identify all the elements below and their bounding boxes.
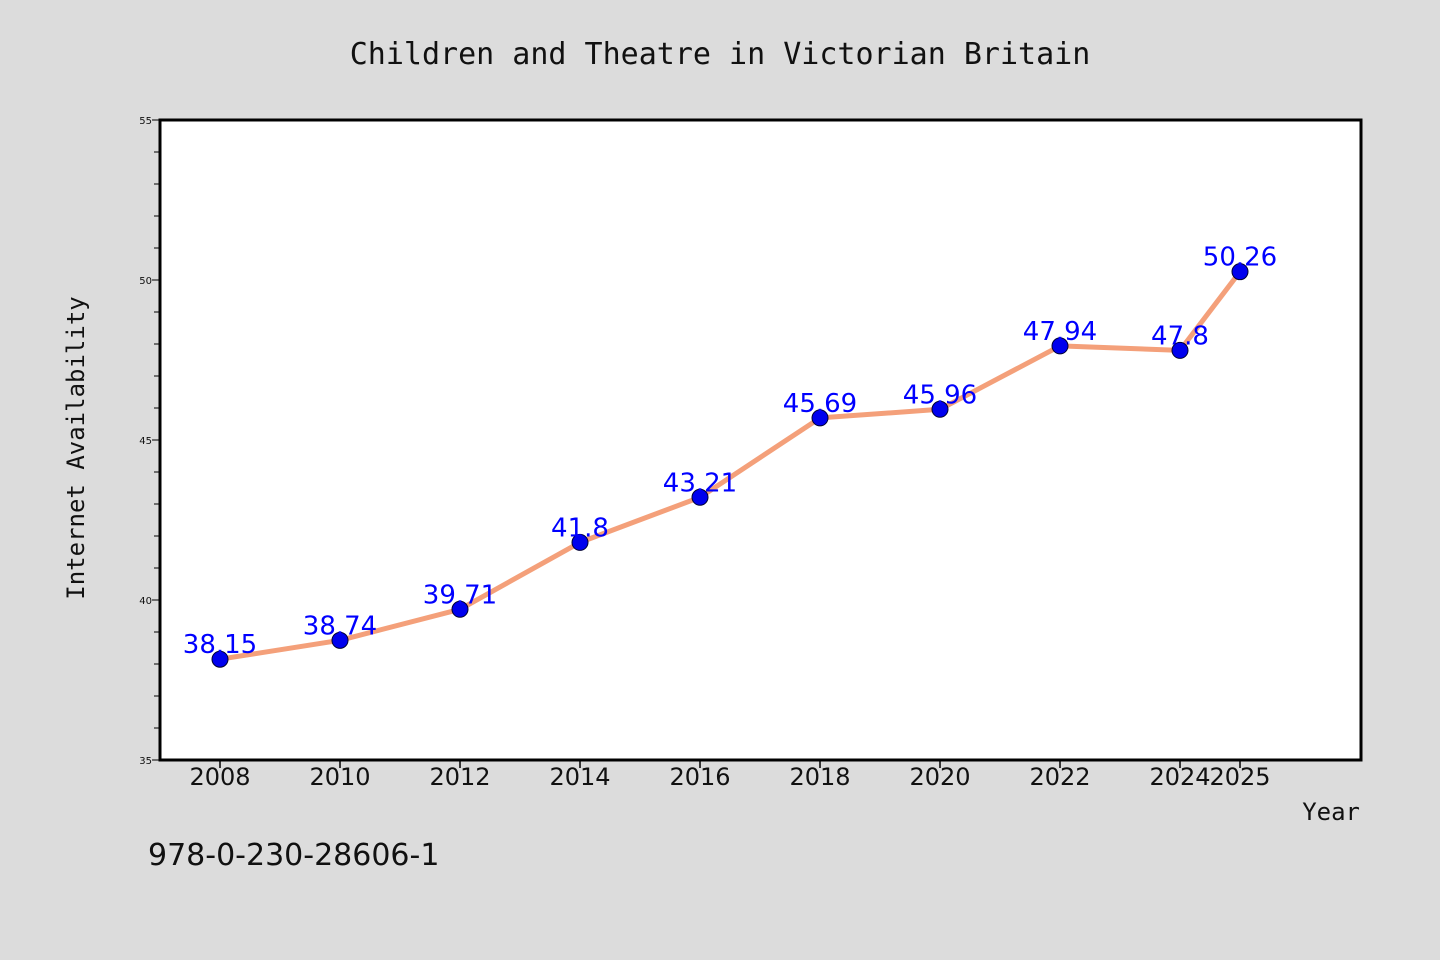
chart-title: Children and Theatre in Victorian Britai…	[350, 37, 1091, 72]
data-point	[331, 631, 349, 649]
x-tick-label: 2024	[1149, 763, 1210, 791]
y-axis-ticks: 35 40 45 50 55	[139, 116, 160, 767]
x-tick-label: 2022	[1029, 763, 1090, 791]
y-tick-label: 55	[139, 116, 152, 127]
data-label: 45.96	[903, 380, 977, 410]
x-axis-label: Year	[1302, 798, 1360, 826]
data-label: 47.8	[1151, 321, 1209, 351]
x-tick-label: 2016	[669, 763, 730, 791]
data-label: 43.21	[663, 468, 737, 498]
data-point	[811, 409, 829, 427]
x-tick-label: 2012	[429, 763, 490, 791]
x-tick-label: 2020	[909, 763, 970, 791]
data-label: 38.74	[303, 611, 377, 641]
data-point	[1171, 341, 1189, 359]
y-axis-label: Internet Availability	[62, 296, 90, 599]
series-markers	[211, 263, 1249, 668]
x-tick-label: 2018	[789, 763, 850, 791]
x-tick-label: 2025	[1209, 763, 1270, 791]
data-labels: 38.15 38.74 39.71 41.8 43.21 45.69 45.96 47.94 4…	[183, 243, 1277, 661]
data-label: 41.8	[551, 513, 609, 543]
x-tick-label: 2010	[309, 763, 370, 791]
plot-frame	[158, 118, 1363, 762]
y-tick-label: 35	[139, 756, 152, 767]
data-point	[571, 533, 589, 551]
data-point	[451, 600, 469, 618]
data-point	[1051, 337, 1069, 355]
data-label: 47.94	[1023, 317, 1097, 347]
isbn-text: 978-0-230-28606-1	[148, 838, 439, 873]
data-point	[211, 650, 229, 668]
data-label: 39.71	[423, 580, 497, 610]
series-line	[217, 269, 1243, 662]
data-label: 45.69	[783, 389, 857, 419]
data-point	[691, 488, 709, 506]
data-point	[1231, 263, 1249, 281]
data-label: 50.26	[1203, 243, 1277, 273]
y-tick-label: 45	[139, 436, 152, 447]
plot-area	[160, 120, 1361, 760]
data-label: 38.15	[183, 630, 257, 660]
x-tick-label: 2014	[549, 763, 610, 791]
y-tick-label: 40	[139, 596, 152, 607]
x-tick-label: 2008	[189, 763, 250, 791]
y-tick-label: 50	[139, 276, 152, 287]
data-point	[931, 400, 949, 418]
